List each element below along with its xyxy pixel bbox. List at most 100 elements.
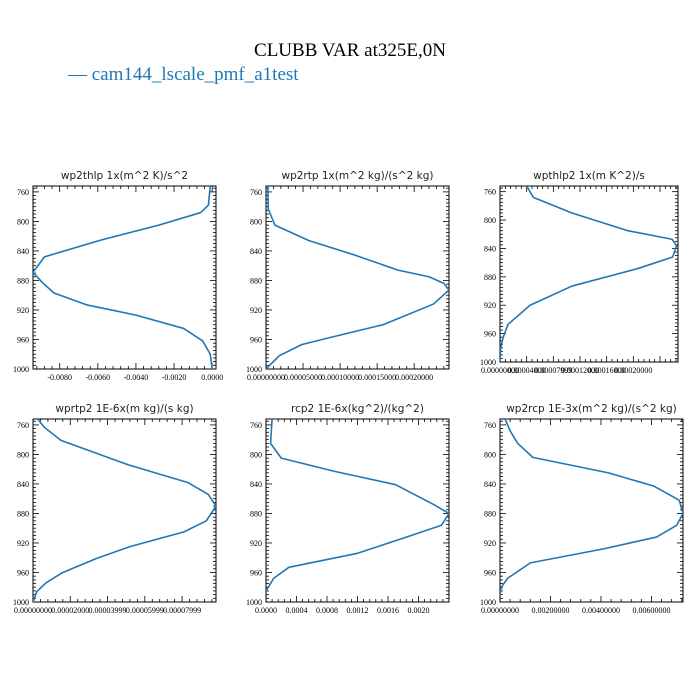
y-tick-label: 840 bbox=[484, 480, 496, 489]
x-tick-label: 0.00002000 bbox=[51, 606, 89, 615]
series-line bbox=[500, 186, 678, 362]
panel-title: rcp2 1E-6x(kg^2)/(kg^2) bbox=[291, 403, 424, 415]
panel-5: rcp2 1E-6x(kg^2)/(kg^2) 760 800 840 880 920 96… bbox=[246, 403, 450, 615]
y-tick-label: 840 bbox=[250, 480, 262, 489]
y-tick-label: 920 bbox=[250, 539, 262, 548]
y-tick-label: 880 bbox=[250, 509, 262, 518]
y-tick-label: 800 bbox=[250, 217, 262, 226]
x-tick-label: 0.00400000 bbox=[582, 606, 620, 615]
y-tick-label: 1000 bbox=[246, 598, 262, 607]
x-tick-label: 0.00000000 bbox=[14, 606, 52, 615]
plot-frame bbox=[499, 185, 679, 363]
y-tick-label: 920 bbox=[17, 539, 29, 548]
y-tick-label: 880 bbox=[17, 276, 29, 285]
x-tick-label: 0.00007999 bbox=[163, 606, 201, 615]
y-tick-label: 800 bbox=[17, 217, 29, 226]
y-tick-label: 1000 bbox=[480, 358, 496, 367]
y-tick-label: 920 bbox=[17, 306, 29, 315]
panel-title: wp2thlp 1x(m^2 K)/s^2 bbox=[61, 170, 188, 182]
x-tick-label: -0.0060 bbox=[85, 373, 110, 382]
x-tick-label: 0.00000000 bbox=[481, 606, 519, 615]
x-tick-label: 0.00000000 bbox=[481, 366, 519, 375]
y-tick-label: 960 bbox=[17, 568, 29, 577]
y-tick-label: 840 bbox=[484, 244, 496, 253]
y-tick-label: 1000 bbox=[13, 365, 29, 374]
y-tick-label: 760 bbox=[484, 188, 496, 197]
panel-2: wp2rtp 1x(m^2 kg)/(s^2 kg) 760 800 840 880 92… bbox=[246, 170, 450, 382]
x-tick-label: 0.00020000 bbox=[614, 366, 652, 375]
panel-3: wpthlp2 1x(m K^2)/s 760 800 840 880 920 960 100… bbox=[480, 170, 679, 375]
x-tick-label: 0.0020 bbox=[408, 606, 430, 615]
y-tick-label: 880 bbox=[17, 509, 29, 518]
y-tick-label: 960 bbox=[250, 335, 262, 344]
x-tick-label: 0.00015000 bbox=[358, 373, 396, 382]
y-tick-label: 760 bbox=[17, 421, 29, 430]
y-tick-label: 880 bbox=[484, 509, 496, 518]
x-tick-label: 0.0008 bbox=[316, 606, 338, 615]
x-tick-label: 0.0004 bbox=[286, 606, 308, 615]
x-tick-label: 0.00600000 bbox=[632, 606, 670, 615]
plot-frame bbox=[265, 418, 450, 603]
y-tick-label: 880 bbox=[250, 276, 262, 285]
x-tick-label: 0.0000 bbox=[201, 373, 223, 382]
x-tick-label: 0.0012 bbox=[347, 606, 369, 615]
y-tick-label: 760 bbox=[484, 421, 496, 430]
legend-series-label: — cam144_lscale_pmf_a1test bbox=[67, 64, 299, 85]
x-tick-label: 0.0016 bbox=[377, 606, 399, 615]
y-tick-label: 760 bbox=[250, 188, 262, 197]
y-tick-label: 1000 bbox=[246, 365, 262, 374]
y-tick-label: 960 bbox=[484, 330, 496, 339]
x-tick-label: 0.00016000 bbox=[588, 366, 626, 375]
x-tick-label: -0.0080 bbox=[47, 373, 72, 382]
panel-title: wpthlp2 1x(m K^2)/s bbox=[533, 170, 645, 182]
x-tick-label: 0.00004000 bbox=[508, 366, 546, 375]
series-line bbox=[33, 419, 216, 602]
x-tick-label: 0.00010000 bbox=[321, 373, 359, 382]
y-tick-label: 1000 bbox=[480, 598, 496, 607]
x-tick-label: -0.0020 bbox=[162, 373, 187, 382]
plot-frame bbox=[32, 185, 217, 370]
series-line bbox=[266, 419, 449, 592]
panel-title: wprtp2 1E-6x(m kg)/(s kg) bbox=[55, 403, 193, 415]
y-tick-label: 920 bbox=[484, 301, 496, 310]
panel-title: wp2rcp 1E-3x(m^2 kg)/(s^2 kg) bbox=[506, 403, 677, 415]
x-tick-label: 0.00200000 bbox=[531, 606, 569, 615]
x-tick-label: 0.00000000 bbox=[247, 373, 285, 382]
y-tick-label: 880 bbox=[484, 273, 496, 282]
y-tick-label: 960 bbox=[250, 568, 262, 577]
panels-grid: wp2thlp 1x(m^2 K)/s^2 760 800 840 880 920 960 1… bbox=[13, 170, 684, 615]
x-tick-label: 0.00007999 bbox=[534, 366, 572, 375]
y-tick-label: 840 bbox=[17, 480, 29, 489]
y-tick-label: 800 bbox=[17, 450, 29, 459]
plot-frame bbox=[32, 418, 217, 603]
x-tick-label: 0.00003999 bbox=[89, 606, 127, 615]
y-tick-label: 840 bbox=[250, 247, 262, 256]
series-line bbox=[500, 419, 683, 597]
x-tick-label: 0.00005999 bbox=[126, 606, 164, 615]
figure-title: CLUBB VAR at325E,0N bbox=[254, 40, 446, 61]
y-tick-label: 960 bbox=[17, 335, 29, 344]
panel-6: wp2rcp 1E-3x(m^2 kg)/(s^2 kg) 760 800 840 88… bbox=[480, 403, 684, 615]
panel-title: wp2rtp 1x(m^2 kg)/(s^2 kg) bbox=[281, 170, 433, 182]
x-tick-label: 0.00012000 bbox=[561, 366, 599, 375]
x-tick-label: -0.0040 bbox=[124, 373, 149, 382]
series-line bbox=[33, 186, 213, 369]
panel-1: wp2thlp 1x(m^2 K)/s^2 760 800 840 880 920 960 1… bbox=[13, 170, 223, 382]
y-tick-label: 920 bbox=[484, 539, 496, 548]
y-tick-label: 960 bbox=[484, 568, 496, 577]
y-tick-label: 760 bbox=[17, 188, 29, 197]
panel-4: wprtp2 1E-6x(m kg)/(s kg) 760 800 840 880 920… bbox=[13, 403, 217, 615]
y-tick-label: 760 bbox=[250, 421, 262, 430]
plot-frame bbox=[265, 185, 450, 370]
y-tick-label: 800 bbox=[250, 450, 262, 459]
y-tick-label: 800 bbox=[484, 216, 496, 225]
y-tick-label: 1000 bbox=[13, 598, 29, 607]
x-tick-label: 0.00020000 bbox=[395, 373, 433, 382]
x-tick-label: 0.00005000 bbox=[284, 373, 322, 382]
series-line bbox=[266, 186, 449, 369]
y-tick-label: 800 bbox=[484, 450, 496, 459]
y-tick-label: 840 bbox=[17, 247, 29, 256]
plot-frame bbox=[499, 418, 684, 603]
y-tick-label: 920 bbox=[250, 306, 262, 315]
